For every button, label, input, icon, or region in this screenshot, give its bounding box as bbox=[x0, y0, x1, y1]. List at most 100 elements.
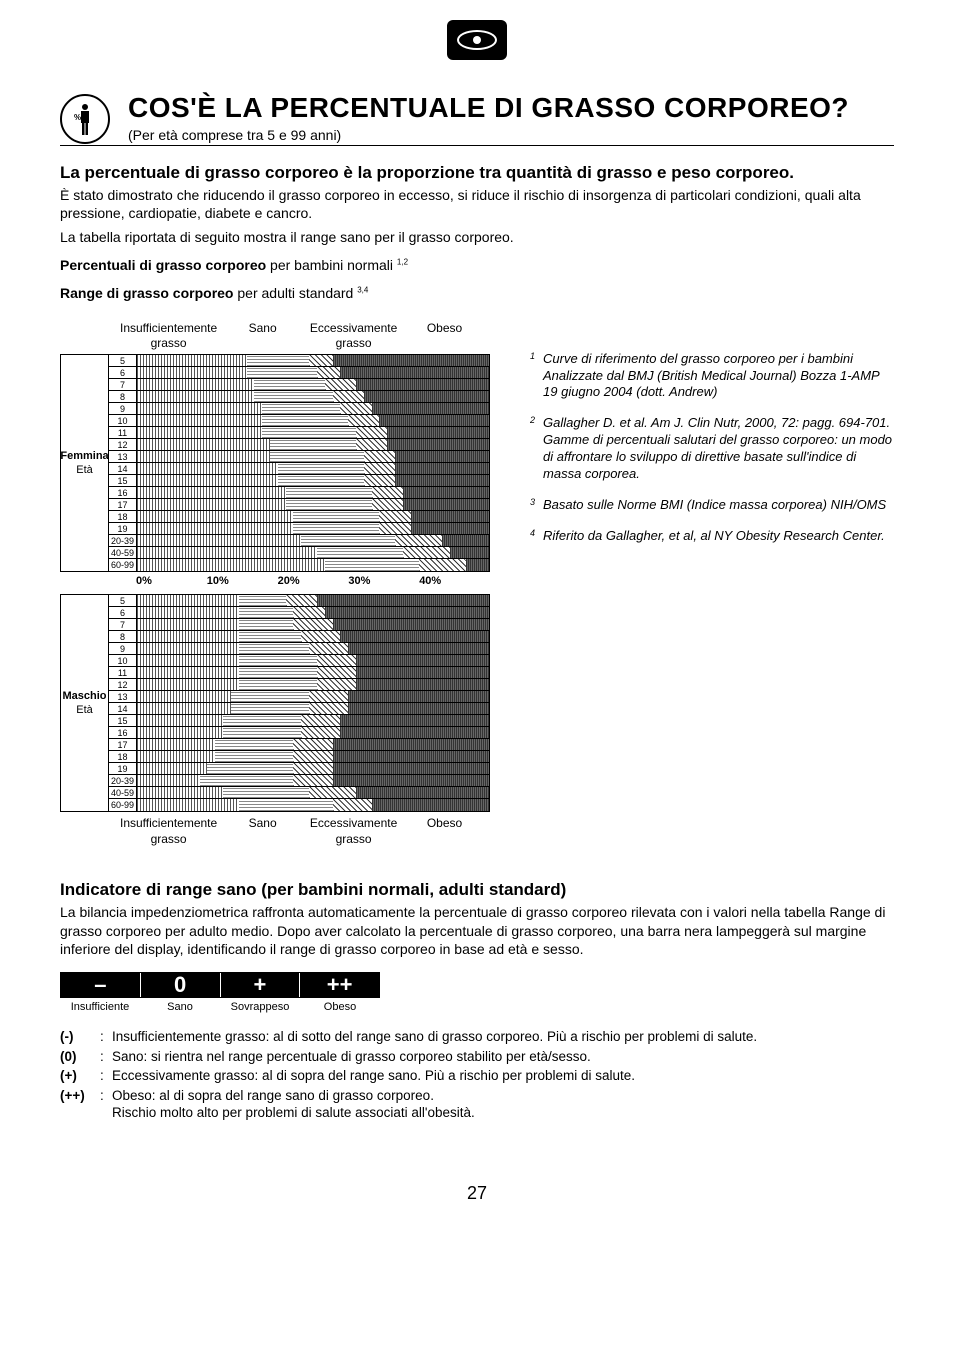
indicator-symbols: –0+++ bbox=[60, 972, 380, 998]
reference-item: 1Curve di riferimento del grasso corpore… bbox=[530, 351, 894, 402]
age-label: 9 bbox=[109, 643, 137, 654]
indicator-symbol: + bbox=[221, 973, 301, 997]
legend-row: (+):Eccessivamente grasso: al di sopra d… bbox=[60, 1067, 894, 1085]
page-title: COS'È LA PERCENTUALE DI GRASSO CORPOREO? bbox=[128, 90, 849, 126]
chart-row: 16 bbox=[109, 727, 489, 739]
chart-row: 14 bbox=[109, 463, 489, 475]
chart-row: 10 bbox=[109, 415, 489, 427]
indicator-sublabels: InsufficienteSanoSovrappesoObeso bbox=[60, 1000, 380, 1014]
male-label: Maschio bbox=[63, 689, 107, 703]
axis-tick: 20% bbox=[278, 574, 349, 588]
bodyfat-chart: InsufficientementegrassoSanoEccessivamen… bbox=[60, 321, 490, 850]
chart-category-label: Obeso bbox=[399, 321, 490, 352]
bodyfat-icon: % bbox=[60, 94, 110, 144]
intro-p1: È stato dimostrato che riducendo il gras… bbox=[60, 186, 894, 222]
chart-row: 13 bbox=[109, 451, 489, 463]
chart-category-label: Insufficientementegrasso bbox=[120, 816, 217, 847]
brand-logo bbox=[60, 20, 894, 60]
age-label: 19 bbox=[109, 523, 137, 534]
chart-row: 15 bbox=[109, 475, 489, 487]
age-label: 5 bbox=[109, 355, 137, 366]
chart-row: 60-99 bbox=[109, 559, 489, 571]
intro-p2: La tabella riportata di seguito mostra i… bbox=[60, 228, 894, 246]
age-label: 17 bbox=[109, 739, 137, 750]
chart-row: 40-59 bbox=[109, 547, 489, 559]
chart-row: 17 bbox=[109, 739, 489, 751]
chart-category-label: Sano bbox=[217, 816, 308, 847]
chart-row: 20-39 bbox=[109, 535, 489, 547]
chart-category-label: Eccessivamentegrasso bbox=[308, 321, 399, 352]
age-label: 13 bbox=[109, 691, 137, 702]
chart-row: 9 bbox=[109, 403, 489, 415]
page-number: 27 bbox=[60, 1182, 894, 1205]
intro-heading: La percentuale di grasso corporeo è la p… bbox=[60, 162, 894, 184]
axis-tick: 40% bbox=[419, 574, 490, 588]
chart-row: 18 bbox=[109, 751, 489, 763]
indicator-sublabel: Obeso bbox=[300, 1000, 380, 1014]
chart-row: 12 bbox=[109, 679, 489, 691]
legend-row: (++):Obeso: al di sopra del range sano d… bbox=[60, 1087, 894, 1122]
chart-row: 9 bbox=[109, 643, 489, 655]
ranges-label-1: Percentuali di grasso corporeo per bambi… bbox=[60, 256, 894, 274]
age-label: 11 bbox=[109, 667, 137, 678]
age-label: 60-99 bbox=[109, 559, 137, 571]
chart-row: 20-39 bbox=[109, 775, 489, 787]
age-label: 12 bbox=[109, 679, 137, 690]
age-label: 10 bbox=[109, 415, 137, 426]
age-label: 19 bbox=[109, 763, 137, 774]
age-label: 15 bbox=[109, 475, 137, 486]
chart-row: 15 bbox=[109, 715, 489, 727]
age-label: 8 bbox=[109, 391, 137, 402]
chart-row: 14 bbox=[109, 703, 489, 715]
indicator-symbol: 0 bbox=[141, 973, 221, 997]
chart-row: 6 bbox=[109, 367, 489, 379]
age-label: 16 bbox=[109, 727, 137, 738]
legend-row: (-):Insufficientemente grasso: al di sot… bbox=[60, 1028, 894, 1046]
indicator-body: La bilancia impedenziometrica raffronta … bbox=[60, 903, 894, 958]
age-label: 60-99 bbox=[109, 799, 137, 811]
chart-row: 12 bbox=[109, 439, 489, 451]
age-label: 14 bbox=[109, 463, 137, 474]
chart-row: 19 bbox=[109, 523, 489, 535]
chart-row: 10 bbox=[109, 655, 489, 667]
chart-category-label: Insufficientementegrasso bbox=[120, 321, 217, 352]
reference-item: 3Basato sulle Norme BMI (Indice massa co… bbox=[530, 497, 894, 514]
age-label: 16 bbox=[109, 487, 137, 498]
indicator-sublabel: Sovrappeso bbox=[220, 1000, 300, 1014]
indicator-sublabel: Insufficiente bbox=[60, 1000, 140, 1014]
page-subtitle: (Per età comprese tra 5 e 99 anni) bbox=[128, 126, 849, 144]
chart-category-label: Sano bbox=[217, 321, 308, 352]
title-row: % COS'È LA PERCENTUALE DI GRASSO CORPORE… bbox=[60, 90, 894, 146]
age-label: 40-59 bbox=[109, 787, 137, 798]
chart-category-label: Obeso bbox=[399, 816, 490, 847]
age-label: 12 bbox=[109, 439, 137, 450]
references: 1Curve di riferimento del grasso corpore… bbox=[530, 321, 894, 850]
indicator-symbol: ++ bbox=[300, 973, 379, 997]
indicator-heading: Indicatore di range sano (per bambini no… bbox=[60, 879, 894, 901]
age-label: 14 bbox=[109, 703, 137, 714]
eta-label: Età bbox=[76, 463, 93, 477]
age-label: 6 bbox=[109, 367, 137, 378]
chart-row: 11 bbox=[109, 667, 489, 679]
svg-text:%: % bbox=[74, 113, 81, 122]
chart-row: 19 bbox=[109, 763, 489, 775]
chart-row: 5 bbox=[109, 355, 489, 367]
legend-row: (0):Sano: si rientra nel range percentua… bbox=[60, 1048, 894, 1066]
chart-row: 8 bbox=[109, 631, 489, 643]
chart-category-label: Eccessivamentegrasso bbox=[308, 816, 399, 847]
chart-row: 40-59 bbox=[109, 787, 489, 799]
chart-row: 8 bbox=[109, 391, 489, 403]
age-label: 40-59 bbox=[109, 547, 137, 558]
age-label: 11 bbox=[109, 427, 137, 438]
age-label: 5 bbox=[109, 595, 137, 606]
indicator-symbol: – bbox=[61, 973, 141, 997]
age-label: 7 bbox=[109, 619, 137, 630]
chart-row: 6 bbox=[109, 607, 489, 619]
age-label: 17 bbox=[109, 499, 137, 510]
chart-row: 11 bbox=[109, 427, 489, 439]
reference-item: 2Gallagher D. et al. Am J. Clin Nutr, 20… bbox=[530, 415, 894, 483]
age-label: 20-39 bbox=[109, 775, 137, 786]
reference-item: 4Riferito da Gallagher, et al, al NY Obe… bbox=[530, 528, 894, 545]
chart-row: 16 bbox=[109, 487, 489, 499]
chart-row: 5 bbox=[109, 595, 489, 607]
